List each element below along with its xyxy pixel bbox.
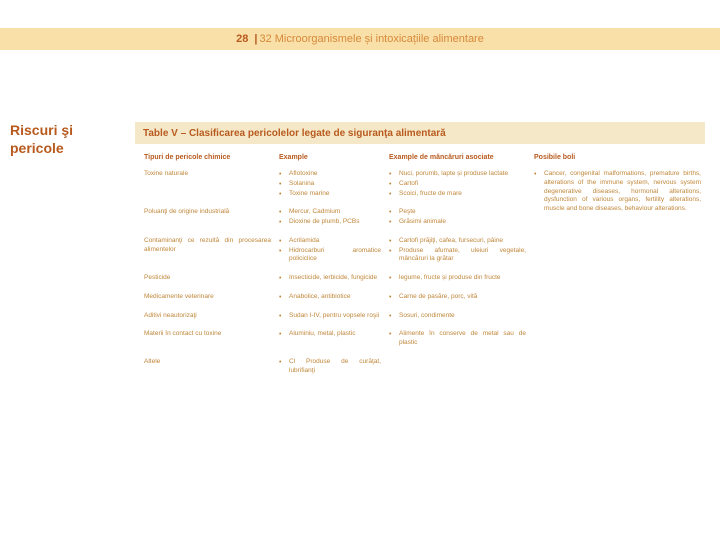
list-item: Sosuri, condimente	[389, 312, 526, 321]
cell-type: Poluanţi de origine industrială	[140, 205, 275, 234]
list-item: Cl Produse de curăţat, lubrifianţi	[279, 358, 381, 376]
cell-example: Cl Produse de curăţat, lubrifianţi	[275, 355, 385, 383]
table-title: Table V – Clasificarea pericolelor legat…	[143, 128, 446, 139]
cell-type: Pesticide	[140, 271, 275, 290]
cell-foods: Alimente în conserve de metal sau de pla…	[385, 327, 530, 355]
cell-foods	[385, 355, 530, 383]
list-item: Hidrocarburi aromatice policiclice	[279, 247, 381, 265]
header-stripe: 28 | 32 Microorganismele și intoxicațiil…	[0, 28, 720, 50]
table-title-bar: Table V – Clasificarea pericolelor legat…	[135, 122, 705, 144]
cell-example: Sudan I-IV, pentru vopsele roşii	[275, 309, 385, 328]
list-item: Acrilamida	[279, 237, 381, 246]
page-number: 28	[236, 33, 248, 45]
list-item: Dioxine de plumb, PCBs	[279, 218, 381, 227]
list-item: Mercur, Cadmium	[279, 208, 381, 217]
list-item: Produse afumate, uleiuri vegetale, mâncă…	[389, 247, 526, 265]
cell-example: Mercur, CadmiumDioxine de plumb, PCBs	[275, 205, 385, 234]
col-diseases: Posibile boli	[530, 152, 705, 167]
cell-foods: Carne de pasăre, porc, vită	[385, 290, 530, 309]
list-item: Solanina	[279, 180, 381, 189]
cell-type: Aditivi neautorizaţi	[140, 309, 275, 328]
col-types: Tipuri de pericole chimice	[140, 152, 275, 167]
col-example: Example	[275, 152, 385, 167]
table-header-row: Tipuri de pericole chimice Example Examp…	[140, 152, 705, 167]
list-item: Toxine marine	[279, 190, 381, 199]
cell-diseases: Cancer, congenital malformations, premat…	[530, 167, 705, 382]
cell-foods: Sosuri, condimente	[385, 309, 530, 328]
list-item: Grăsimi animale	[389, 218, 526, 227]
list-item: Alimente în conserve de metal sau de pla…	[389, 330, 526, 348]
cell-type: Contaminanţi ce rezultă din procesarea a…	[140, 234, 275, 271]
list-item: Scoici, fructe de mare	[389, 190, 526, 199]
list-item: Cartofi	[389, 180, 526, 189]
list-item: Peşte	[389, 208, 526, 217]
cell-example: Aluminiu, metal, plastic	[275, 327, 385, 355]
cell-type: Altele	[140, 355, 275, 383]
list-item: Cancer, congenital malformations, premat…	[534, 170, 701, 214]
list-item: Cartofi prăjiţi, cafea, fursecuri, pâine	[389, 237, 526, 246]
sidebar-title: Riscuri şi pericole	[10, 122, 125, 157]
cell-foods: Cartofi prăjiţi, cafea, fursecuri, pâine…	[385, 234, 530, 271]
cell-type: Materii în contact cu toxine	[140, 327, 275, 355]
header-title: 32 Microorganismele și intoxicațiile ali…	[259, 33, 483, 45]
list-item: Sudan I-IV, pentru vopsele roşii	[279, 312, 381, 321]
col-foods: Example de mâncăruri asociate	[385, 152, 530, 167]
list-item: Aflotoxine	[279, 170, 381, 179]
cell-example: Anabolice, antibiotice	[275, 290, 385, 309]
cell-foods: Nuci, porumb, lapte și produse lactateCa…	[385, 167, 530, 205]
cell-example: AcrilamidaHidrocarburi aromatice policic…	[275, 234, 385, 271]
page-sep: |	[254, 33, 257, 45]
cell-example: AflotoxineSolaninaToxine marine	[275, 167, 385, 205]
list-item: Aluminiu, metal, plastic	[279, 330, 381, 339]
list-item: Nuci, porumb, lapte și produse lactate	[389, 170, 526, 179]
list-item: legume, fructe și produse din fructe	[389, 274, 526, 283]
list-item: Anabolice, antibiotice	[279, 293, 381, 302]
hazard-table: Tipuri de pericole chimice Example Examp…	[140, 152, 705, 382]
table-row: Toxine naturaleAflotoxineSolaninaToxine …	[140, 167, 705, 205]
cell-foods: PeşteGrăsimi animale	[385, 205, 530, 234]
list-item: Carne de pasăre, porc, vită	[389, 293, 526, 302]
cell-type: Medicamente veterinare	[140, 290, 275, 309]
cell-foods: legume, fructe și produse din fructe	[385, 271, 530, 290]
cell-example: Insecticide, ierbicide, fungicide	[275, 271, 385, 290]
list-item: Insecticide, ierbicide, fungicide	[279, 274, 381, 283]
cell-type: Toxine naturale	[140, 167, 275, 205]
